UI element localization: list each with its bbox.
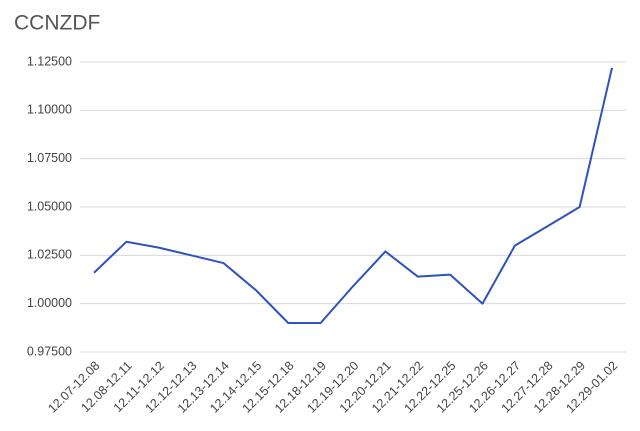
data-line xyxy=(93,67,613,324)
chart-title: CCNZDF xyxy=(14,12,100,35)
y-tick-label: 1.10000 xyxy=(27,103,72,117)
y-tick-label: 1.05000 xyxy=(27,199,72,213)
y-tick-label: 0.97500 xyxy=(27,344,72,358)
y-tick-label: 1.07500 xyxy=(27,151,72,165)
y-tick-label: 1.00000 xyxy=(27,296,72,310)
y-tick-label: 1.12500 xyxy=(27,54,72,68)
y-tick-label: 1.02500 xyxy=(27,248,72,262)
